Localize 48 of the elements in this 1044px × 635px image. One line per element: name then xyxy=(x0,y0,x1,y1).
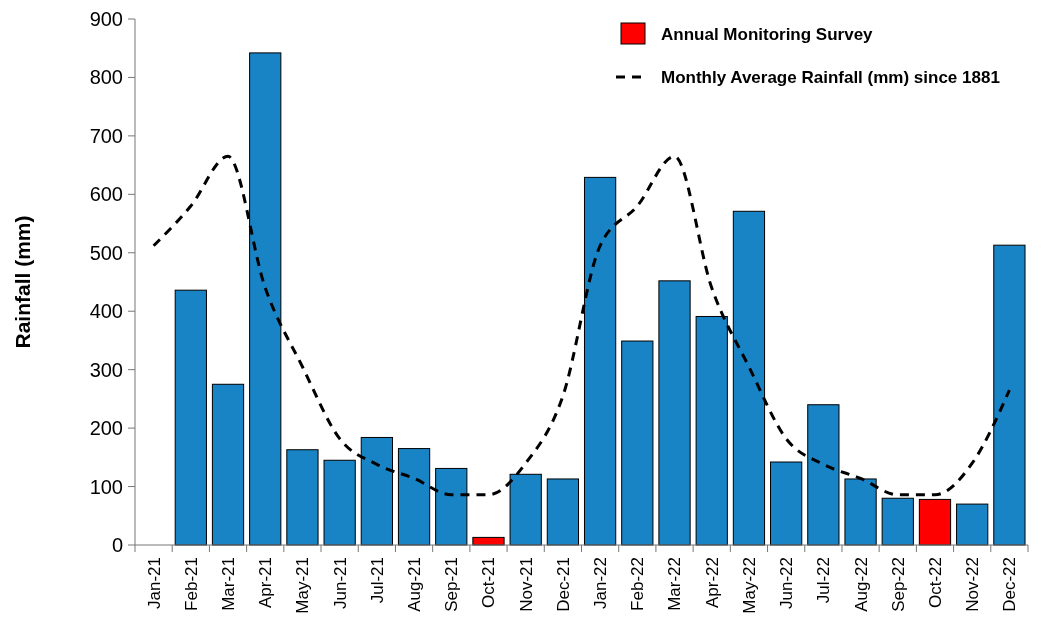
legend-label: Annual Monitoring Survey xyxy=(661,25,874,44)
bar xyxy=(918,498,952,546)
y-tick-label: 700 xyxy=(89,124,123,147)
bar xyxy=(658,280,691,546)
bar xyxy=(621,340,654,546)
bar xyxy=(546,478,580,546)
y-tick-label: 0 xyxy=(111,534,123,556)
x-tick-label: Apr-21 xyxy=(256,557,276,609)
x-tick-label: Jan-21 xyxy=(144,557,164,609)
y-tick-label: 300 xyxy=(89,358,123,381)
bar xyxy=(956,503,989,546)
bar xyxy=(770,461,803,546)
y-tick-label: 800 xyxy=(89,66,123,89)
x-tick-label: Nov-21 xyxy=(516,557,536,612)
x-tick-label: Oct-21 xyxy=(479,557,499,609)
y-tick-label: 400 xyxy=(89,300,123,323)
x-tick-label: Jun-22 xyxy=(777,557,797,609)
x-tick-label: Nov-22 xyxy=(963,557,983,612)
x-tick-label: May-21 xyxy=(293,557,313,614)
x-tick-label: Mar-22 xyxy=(665,557,685,611)
x-tick-label: Jul-21 xyxy=(367,557,387,604)
y-axis-title: Rainfall (mm) xyxy=(11,215,34,349)
x-tick-label: Aug-22 xyxy=(851,557,871,612)
y-tick-label: 100 xyxy=(89,475,123,498)
bar xyxy=(286,449,319,546)
x-tick-label: Dec-21 xyxy=(553,557,573,612)
x-tick-label: May-22 xyxy=(739,557,759,614)
y-tick-label: 500 xyxy=(89,241,123,264)
x-tick-label: Jun-21 xyxy=(330,557,350,609)
x-tick-label: Sep-22 xyxy=(888,557,908,612)
bar xyxy=(211,383,245,546)
x-tick-label: Feb-22 xyxy=(628,557,648,611)
x-tick-label: Apr-22 xyxy=(702,557,722,609)
x-tick-label: Feb-21 xyxy=(181,557,201,611)
x-tick-label: Dec-22 xyxy=(1000,557,1020,612)
x-tick-label: Jan-22 xyxy=(591,557,611,609)
bar xyxy=(323,459,356,546)
y-tick-label: 200 xyxy=(89,417,123,440)
x-tick-label: Sep-21 xyxy=(442,557,462,612)
bar xyxy=(174,289,207,546)
x-tick-label: Aug-21 xyxy=(405,557,425,612)
x-tick-label: Jul-22 xyxy=(814,557,834,604)
legend-label: Monthly Average Rainfall (mm) since 1881 xyxy=(661,68,1000,87)
y-tick-label: 600 xyxy=(89,183,123,206)
x-tick-label: Mar-21 xyxy=(218,557,238,611)
x-tick-label: Oct-22 xyxy=(925,557,945,609)
bar xyxy=(881,497,914,546)
y-tick-label: 900 xyxy=(89,8,123,30)
